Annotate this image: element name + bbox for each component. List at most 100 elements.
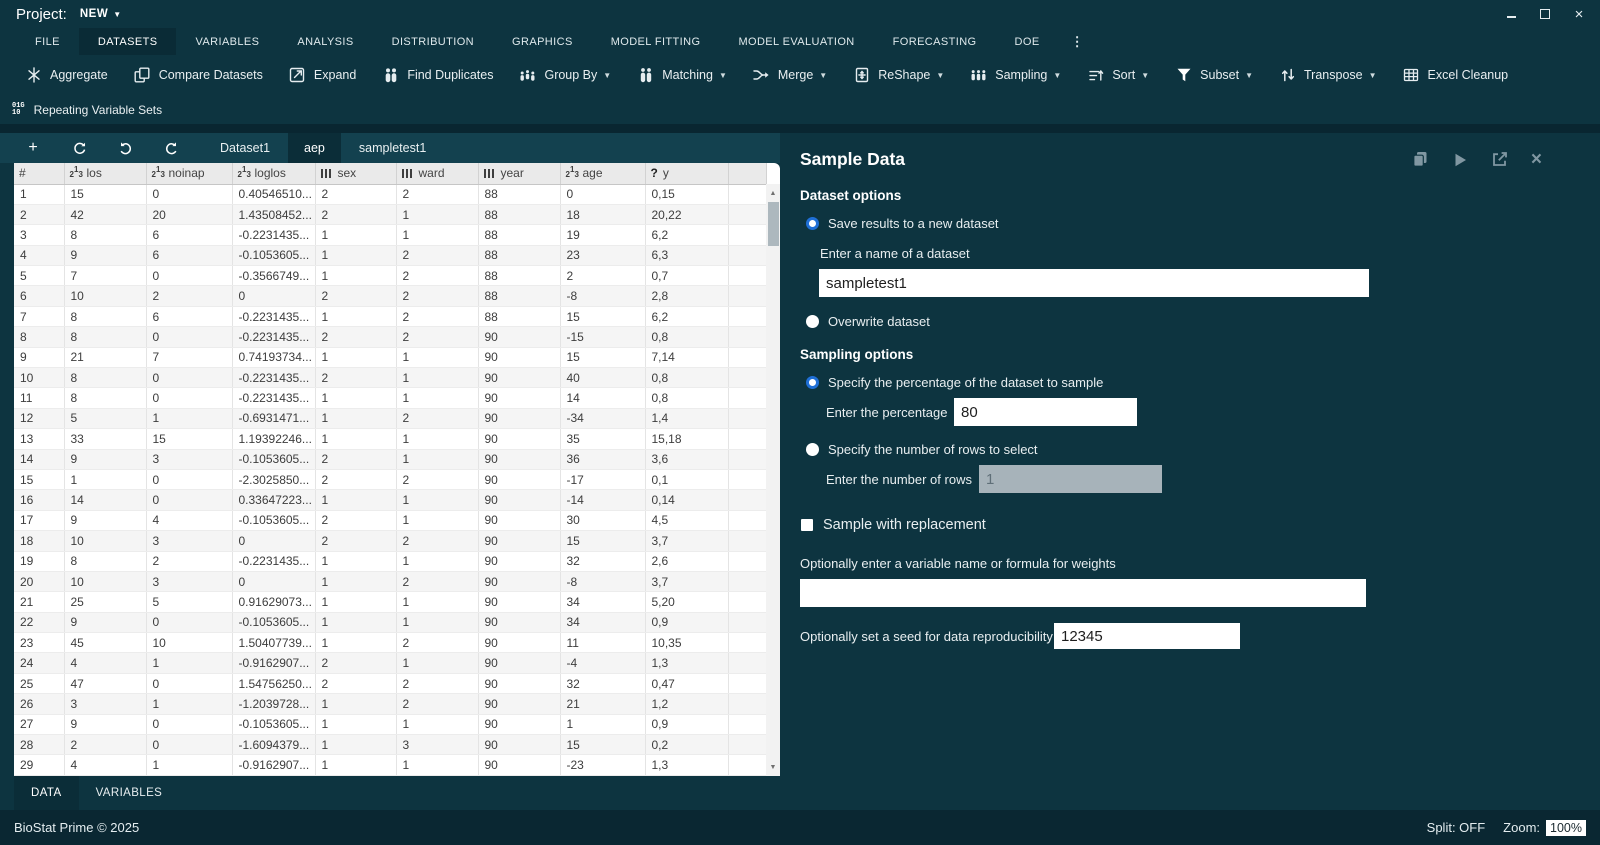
table-cell[interactable]: 30 xyxy=(560,510,646,532)
table-cell[interactable]: 1 xyxy=(396,551,479,572)
table-cell[interactable]: 0 xyxy=(146,326,233,348)
table-cell[interactable]: 10 xyxy=(146,632,233,654)
table-cell[interactable]: 7 xyxy=(146,347,233,369)
table-cell[interactable]: 90 xyxy=(478,693,561,715)
table-cell[interactable]: 27 xyxy=(14,714,65,736)
table-cell[interactable]: 32 xyxy=(560,551,646,572)
table-cell[interactable]: 8 xyxy=(64,224,147,246)
table-cell[interactable]: 90 xyxy=(478,489,561,511)
table-cell[interactable]: 90 xyxy=(478,387,561,409)
table-cell[interactable]: 1 xyxy=(396,489,479,511)
table-cell[interactable]: 9 xyxy=(64,510,147,532)
table-cell[interactable]: 0,8 xyxy=(645,387,729,409)
table-cell[interactable]: 90 xyxy=(478,551,561,572)
table-cell[interactable]: 25 xyxy=(14,673,65,695)
table-cell[interactable]: -0.2231435... xyxy=(232,387,316,409)
table-cell[interactable]: 15 xyxy=(560,530,646,552)
table-cell[interactable]: -0.6931471... xyxy=(232,408,316,430)
table-cell[interactable]: 3 xyxy=(146,530,233,552)
table-cell[interactable]: 0 xyxy=(146,734,233,756)
table-cell[interactable]: 90 xyxy=(478,571,561,593)
table-cell[interactable]: 1 xyxy=(315,428,397,450)
table-cell[interactable]: 1 xyxy=(315,306,397,328)
table-cell[interactable]: 10 xyxy=(64,530,147,552)
table-cell[interactable]: 0 xyxy=(232,285,316,307)
percentage-input[interactable] xyxy=(954,398,1137,426)
toolbar-aggregate-button[interactable]: Aggregate xyxy=(12,55,121,95)
table-cell[interactable]: 3 xyxy=(396,734,479,756)
toolbar-matching-button[interactable]: Matching ▼ xyxy=(624,55,740,95)
menu-distribution[interactable]: DISTRIBUTION xyxy=(391,35,475,48)
table-cell[interactable]: 2 xyxy=(396,245,479,267)
table-cell[interactable]: 7 xyxy=(14,306,65,328)
table-cell[interactable]: 2 xyxy=(396,265,479,287)
table-cell[interactable]: 1 xyxy=(64,469,147,491)
table-cell[interactable]: 1 xyxy=(315,734,397,756)
table-cell[interactable]: 6,2 xyxy=(645,306,729,328)
refresh-button[interactable] xyxy=(64,133,94,163)
table-cell[interactable]: 90 xyxy=(478,326,561,348)
table-cell[interactable]: 2 xyxy=(315,673,397,695)
table-cell[interactable]: 1 xyxy=(396,204,479,226)
view-tab-data[interactable]: DATA xyxy=(14,776,79,810)
table-cell[interactable]: 90 xyxy=(478,714,561,736)
toolbar-compare-datasets-button[interactable]: Compare Datasets xyxy=(121,55,276,95)
table-cell[interactable]: 90 xyxy=(478,347,561,369)
table-cell[interactable]: -0.2231435... xyxy=(232,224,316,246)
menu-analysis[interactable]: ANALYSIS xyxy=(297,35,354,48)
table-cell[interactable]: 90 xyxy=(478,510,561,532)
table-cell[interactable]: 2 xyxy=(315,326,397,348)
table-cell[interactable]: 7,14 xyxy=(645,347,729,369)
table-cell[interactable]: 8 xyxy=(64,326,147,348)
table-cell[interactable]: 3,7 xyxy=(645,571,729,593)
table-cell[interactable]: 90 xyxy=(478,612,561,634)
table-cell[interactable]: -8 xyxy=(560,571,646,593)
table-cell[interactable]: 10 xyxy=(14,367,65,389)
table-cell[interactable]: 5 xyxy=(64,408,147,430)
table-cell[interactable]: 9 xyxy=(64,449,147,470)
table-cell[interactable]: 9 xyxy=(14,347,65,369)
table-cell[interactable]: 15 xyxy=(560,306,646,328)
scroll-down-icon[interactable]: ▼ xyxy=(769,763,777,771)
table-cell[interactable]: 25 xyxy=(64,591,147,613)
table-cell[interactable]: 2 xyxy=(315,510,397,532)
table-cell[interactable]: 7 xyxy=(64,265,147,287)
table-cell[interactable]: 4 xyxy=(64,652,147,674)
table-cell[interactable]: 1,2 xyxy=(645,693,729,715)
table-cell[interactable]: 8 xyxy=(64,367,147,389)
table-cell[interactable]: 0 xyxy=(146,387,233,409)
table-cell[interactable]: 5 xyxy=(14,265,65,287)
radio-overwrite-dataset[interactable]: Overwrite dataset xyxy=(806,314,1542,329)
table-cell[interactable]: 0 xyxy=(560,184,646,205)
table-cell[interactable]: 1 xyxy=(315,714,397,736)
table-cell[interactable]: 21 xyxy=(560,693,646,715)
table-cell[interactable]: 2 xyxy=(64,734,147,756)
table-cell[interactable]: 1,3 xyxy=(645,754,729,776)
maximize-button[interactable] xyxy=(1538,7,1552,21)
table-cell[interactable]: 1 xyxy=(396,347,479,369)
close-button[interactable]: × xyxy=(1574,5,1584,23)
table-cell[interactable]: 6,2 xyxy=(645,224,729,246)
table-cell[interactable]: 20,22 xyxy=(645,204,729,226)
table-cell[interactable]: 0,9 xyxy=(645,714,729,736)
menu-forecasting[interactable]: FORECASTING xyxy=(892,35,977,48)
table-cell[interactable]: 1 xyxy=(146,652,233,674)
table-cell[interactable]: 4,5 xyxy=(645,510,729,532)
toolbar-subset-button[interactable]: Subset ▼ xyxy=(1162,55,1266,95)
table-cell[interactable]: 1 xyxy=(396,754,479,776)
table-cell[interactable]: -0.2231435... xyxy=(232,306,316,328)
column-header-los[interactable]: 2 1 3 los xyxy=(64,163,147,185)
table-cell[interactable]: 0.74193734... xyxy=(232,347,316,369)
table-cell[interactable]: 90 xyxy=(478,673,561,695)
table-cell[interactable]: 1 xyxy=(14,184,65,205)
table-cell[interactable]: 88 xyxy=(478,285,561,307)
table-cell[interactable]: -0.3566749... xyxy=(232,265,316,287)
table-cell[interactable]: -0.1053605... xyxy=(232,449,316,470)
minimize-button[interactable] xyxy=(1504,7,1518,21)
table-cell[interactable]: 1 xyxy=(146,408,233,430)
table-cell[interactable]: 2 xyxy=(146,285,233,307)
add-dataset-button[interactable]: + xyxy=(28,139,38,156)
table-cell[interactable]: -34 xyxy=(560,408,646,430)
table-cell[interactable]: 9 xyxy=(64,714,147,736)
table-cell[interactable]: 1 xyxy=(315,591,397,613)
